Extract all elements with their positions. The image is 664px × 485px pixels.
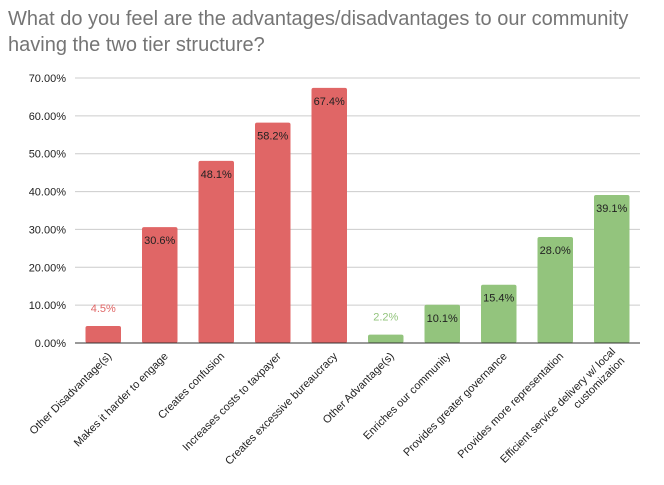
bar bbox=[368, 334, 404, 343]
x-tick-label: Makes it harder to engage bbox=[72, 350, 171, 449]
x-tick-label-line: Creates excessive bureaucracy bbox=[223, 350, 340, 467]
bar bbox=[255, 122, 291, 344]
y-tick-label: 30.00% bbox=[29, 224, 67, 236]
bar bbox=[198, 160, 234, 343]
y-tick-label: 10.00% bbox=[29, 300, 67, 312]
chart-title: What do you feel are the advantages/disa… bbox=[8, 8, 629, 56]
y-tick-label: 20.00% bbox=[29, 262, 67, 274]
data-label: 10.1% bbox=[427, 313, 458, 325]
data-label: 67.4% bbox=[314, 96, 345, 108]
x-tick-label-line: Increases costs to taxpayer bbox=[181, 350, 284, 453]
bar bbox=[424, 304, 460, 343]
data-label: 30.6% bbox=[144, 235, 175, 247]
bar bbox=[481, 284, 517, 343]
bar bbox=[594, 194, 630, 343]
x-tick-label-line: Makes it harder to engage bbox=[72, 350, 171, 449]
bar bbox=[142, 227, 178, 343]
y-tick-label: 60.00% bbox=[29, 111, 67, 123]
x-tick-label: Increases costs to taxpayer bbox=[181, 350, 284, 453]
x-tick-label: Efficient service delivery w/ localcusto… bbox=[498, 346, 627, 466]
y-tick-label: 40.00% bbox=[29, 187, 67, 199]
bar bbox=[537, 237, 573, 343]
bar bbox=[311, 87, 347, 343]
y-tick-label: 70.00% bbox=[29, 73, 67, 85]
data-label: 2.2% bbox=[373, 312, 398, 324]
bars bbox=[85, 87, 630, 344]
data-label: 15.4% bbox=[483, 293, 514, 305]
x-tick-label-line: Provides greater governance bbox=[401, 350, 509, 458]
bar bbox=[85, 325, 121, 343]
y-tick-label: 50.00% bbox=[29, 149, 67, 161]
x-tick-label: Creates excessive bureaucracy bbox=[223, 350, 340, 467]
y-tick-label: 0.00% bbox=[35, 338, 66, 350]
data-label: 39.1% bbox=[596, 203, 627, 215]
x-tick-label: Provides greater governance bbox=[401, 350, 509, 458]
data-label: 58.2% bbox=[257, 131, 288, 143]
data-label: 48.1% bbox=[201, 169, 232, 181]
data-labels: 4.5% 30.6% 48.1% 58.2% 67.4% 2.2% 10.1% 15.4% 28… bbox=[91, 96, 628, 325]
data-label: 28.0% bbox=[540, 245, 571, 257]
data-label: 4.5% bbox=[91, 303, 116, 315]
